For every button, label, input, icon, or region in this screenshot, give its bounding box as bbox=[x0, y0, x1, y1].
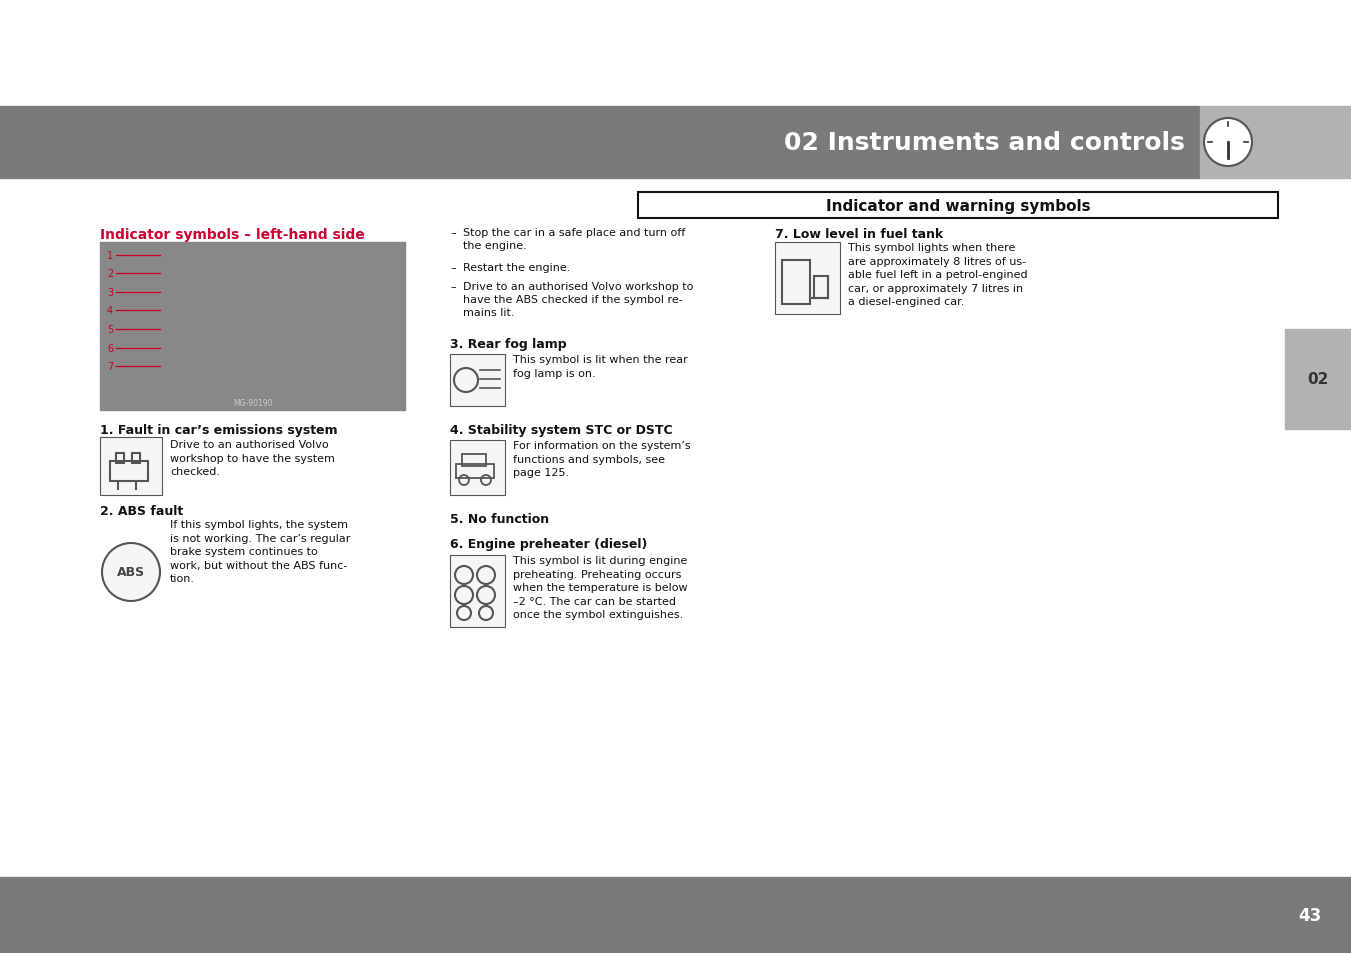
Text: 7: 7 bbox=[107, 361, 113, 372]
Bar bbox=[450, 355, 505, 407]
Text: 5. No function: 5. No function bbox=[450, 513, 549, 525]
Bar bbox=[0, 107, 1200, 179]
Bar bbox=[638, 193, 1278, 219]
Bar bbox=[0, 877, 1351, 953]
Text: 43: 43 bbox=[1298, 906, 1321, 924]
Text: –: – bbox=[450, 228, 455, 237]
Text: 3: 3 bbox=[107, 288, 113, 297]
Text: This symbol is lit during engine
preheating. Preheating occurs
when the temperat: This symbol is lit during engine preheat… bbox=[513, 556, 688, 619]
Bar bbox=[457, 464, 494, 478]
Bar bbox=[109, 461, 149, 481]
Bar bbox=[782, 261, 811, 305]
Bar bbox=[815, 276, 828, 298]
Text: Indicator symbols – left-hand side: Indicator symbols – left-hand side bbox=[100, 228, 365, 242]
Text: 4. Stability system STC or DSTC: 4. Stability system STC or DSTC bbox=[450, 423, 673, 436]
Text: ABS: ABS bbox=[118, 566, 145, 578]
Bar bbox=[100, 437, 162, 496]
Text: Indicator and warning symbols: Indicator and warning symbols bbox=[825, 198, 1090, 213]
Text: Drive to an authorised Volvo workshop to
have the ABS checked if the symbol re-
: Drive to an authorised Volvo workshop to… bbox=[463, 282, 693, 318]
Text: 1: 1 bbox=[107, 251, 113, 261]
Bar bbox=[100, 243, 405, 411]
Text: 5: 5 bbox=[107, 325, 113, 335]
Text: Restart the engine.: Restart the engine. bbox=[463, 263, 570, 273]
Bar bbox=[132, 454, 141, 463]
Text: –: – bbox=[450, 263, 455, 273]
Text: 7. Low level in fuel tank: 7. Low level in fuel tank bbox=[775, 228, 943, 241]
Text: MG-90190: MG-90190 bbox=[232, 399, 273, 408]
Text: This symbol lights when there
are approximately 8 litres of us-
able fuel left i: This symbol lights when there are approx… bbox=[848, 243, 1028, 307]
Circle shape bbox=[1204, 119, 1252, 167]
Text: 6: 6 bbox=[107, 344, 113, 354]
Text: 4: 4 bbox=[107, 306, 113, 315]
Text: 2. ABS fault: 2. ABS fault bbox=[100, 504, 184, 517]
Text: If this symbol lights, the system
is not working. The car’s regular
brake system: If this symbol lights, the system is not… bbox=[170, 519, 350, 584]
Text: 3. Rear fog lamp: 3. Rear fog lamp bbox=[450, 337, 566, 351]
Text: Drive to an authorised Volvo
workshop to have the system
checked.: Drive to an authorised Volvo workshop to… bbox=[170, 439, 335, 476]
Bar bbox=[450, 556, 505, 627]
Text: 2: 2 bbox=[107, 269, 113, 278]
Text: 02 Instruments and controls: 02 Instruments and controls bbox=[784, 131, 1185, 154]
Text: –: – bbox=[450, 282, 455, 292]
Bar bbox=[116, 454, 124, 463]
Bar bbox=[1200, 107, 1351, 179]
Text: 1. Fault in car’s emissions system: 1. Fault in car’s emissions system bbox=[100, 423, 338, 436]
Text: For information on the system’s
functions and symbols, see
page 125.: For information on the system’s function… bbox=[513, 440, 690, 477]
Text: 6. Engine preheater (diesel): 6. Engine preheater (diesel) bbox=[450, 537, 647, 551]
Circle shape bbox=[101, 543, 159, 601]
Bar bbox=[462, 455, 486, 467]
Text: 02: 02 bbox=[1308, 372, 1328, 387]
Text: Stop the car in a safe place and turn off
the engine.: Stop the car in a safe place and turn of… bbox=[463, 228, 685, 251]
Bar bbox=[775, 243, 840, 314]
Text: This symbol is lit when the rear
fog lamp is on.: This symbol is lit when the rear fog lam… bbox=[513, 355, 688, 378]
Bar bbox=[450, 440, 505, 496]
Bar bbox=[1285, 330, 1351, 430]
